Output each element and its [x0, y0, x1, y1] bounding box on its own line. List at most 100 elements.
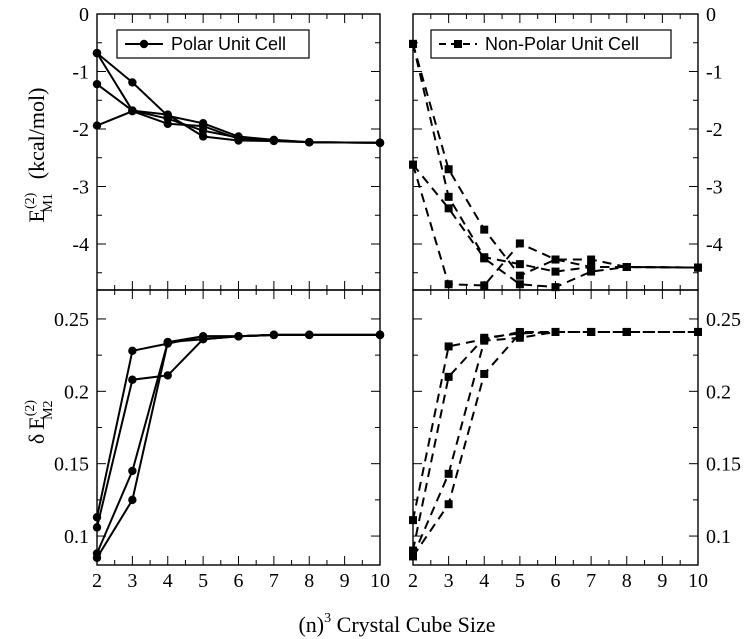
bottom-left-xtick-label: 5: [198, 570, 208, 592]
bottom-right-xtick-label: 9: [657, 570, 667, 592]
bottom-right-ytick-label: 0.25: [706, 309, 741, 331]
bottom-left-panel: 0.1 0.15 0.2 0.25 2 3 4 5 6 7 8 9 10: [54, 289, 390, 592]
top-right-series-d-line: [412, 164, 699, 287]
bottom-right-ytick-label: 0.1: [706, 526, 731, 548]
bottom-right-series-b-point: [409, 546, 417, 555]
bottom-right-xtick-label: 7: [586, 570, 596, 592]
bottom-left-xtick-label: 6: [234, 570, 244, 592]
top-right-series-c-point: [515, 280, 524, 289]
bottom-right-series-d-point: [587, 327, 596, 336]
bottom-left-series-a-point: [128, 346, 137, 355]
bottom-left-series-b-point: [92, 523, 102, 532]
top-left-series-c-point: [163, 119, 172, 129]
bottom-left-ytick-label: 0.25: [54, 309, 89, 331]
bottom-left-ytick-label: 0.2: [64, 381, 89, 403]
top-left-ylabel-units: (kcal/mol): [24, 88, 49, 180]
top-right-series-a-point: [515, 271, 524, 280]
top-right-series-a-point: [444, 165, 453, 174]
x-axis-title: (n)3 Crystal Cube Size: [298, 611, 495, 637]
top-left-series-d-point: [92, 48, 102, 58]
bottom-right-series-b-point: [444, 372, 453, 381]
top-right-legend: Non-Polar Unit Cell: [430, 29, 672, 59]
top-left-series-d-point: [375, 138, 385, 147]
top-right-legend-box: [430, 29, 672, 59]
bottom-right-series-a-point: [444, 342, 453, 351]
top-left-ytick-label: -1: [72, 62, 89, 84]
top-left-series-d-point: [128, 106, 137, 115]
top-right-series-d-point: [551, 255, 560, 264]
bottom-left-ylabel-main: E: [24, 416, 49, 429]
bottom-left-series-d-line: [96, 333, 380, 559]
top-left-series-d-line: [96, 52, 381, 144]
bottom-right-series-d-point: [551, 327, 560, 336]
top-right-ytick-label: -1: [706, 62, 723, 84]
bottom-right-xtick-label: 5: [515, 570, 525, 592]
top-right-series-d-point: [444, 280, 453, 289]
bottom-right-panel: 0.1 0.15 0.2 0.25 2 3 4 5 6 7 8 9 10: [408, 289, 741, 592]
bottom-right-series-d-point: [444, 500, 453, 509]
top-left-series-d-point: [269, 136, 279, 146]
bottom-right-xtick-label: 10: [688, 570, 708, 592]
bottom-left-ylabel-prefix: δ: [24, 434, 49, 444]
top-right-series-c-line: [412, 164, 699, 289]
bottom-left-xtick-label: 4: [163, 570, 173, 592]
x-axis-title-sup: 3: [324, 611, 331, 626]
bottom-right-series-c-point: [515, 333, 524, 342]
bottom-left-xtick-label: 9: [340, 570, 350, 592]
top-left-panel: 0 -1 -2 -3 -4 Polar Unit Cell: [72, 4, 385, 291]
top-right-series-d-point: [694, 263, 702, 272]
bottom-right-series-d-point: [694, 327, 702, 336]
bottom-left-series-d-point: [92, 553, 102, 562]
bottom-right-ytick-label: 0.15: [706, 454, 741, 476]
bottom-left-series-d-point: [198, 332, 208, 341]
top-right-series-a-point: [480, 225, 489, 234]
panels: 0 -1 -2 -3 -4 Polar Unit Cell 0 -1 -2 -3 -4 Non-Pol…: [54, 4, 741, 592]
x-axis-title-prefix: (n): [298, 612, 324, 637]
bottom-right-series-d-line: [412, 331, 698, 557]
bottom-right-series-d-point: [409, 552, 417, 561]
top-right-series-d-point: [622, 263, 631, 271]
top-left-ylabel: E(2) M1 (kcal/mol): [23, 88, 56, 223]
bottom-left-series-d-point: [128, 495, 137, 505]
top-left-ylabel-main: E: [24, 209, 49, 222]
top-left-series-c-point: [198, 121, 208, 131]
top-right-series-d-point: [409, 160, 417, 169]
top-right-series-b-point: [515, 260, 524, 269]
bottom-right-xtick-label: 6: [551, 570, 561, 592]
top-left-series-c-point: [92, 121, 102, 130]
top-right-ytick-label: -2: [706, 119, 723, 141]
top-left-series-b-point: [92, 79, 102, 89]
bottom-right-xtick-label: 2: [408, 570, 418, 592]
top-right-series-c-point: [587, 267, 596, 276]
top-left-ytick-label: -3: [72, 177, 89, 199]
bottom-left-ytick-label: 0.1: [64, 526, 89, 548]
bottom-left-series-b-point: [128, 375, 137, 384]
top-left-legend-marker: [139, 39, 149, 49]
bottom-left-ylabel: δE(2) M2: [23, 400, 56, 444]
bottom-right-xtick-label: 8: [622, 570, 632, 592]
top-right-series-c-point: [551, 283, 560, 292]
bottom-left-xtick-label: 7: [269, 570, 279, 592]
top-left-ytick-label: 0: [79, 4, 89, 26]
bottom-left-series-d-point: [269, 330, 279, 340]
top-right-series-b-point: [444, 192, 453, 201]
top-right-series-b-point: [551, 267, 560, 276]
bottom-left-series-d-point: [234, 332, 243, 341]
bottom-left-series-b-point: [163, 371, 172, 380]
top-left-series-d-point: [234, 136, 243, 145]
bottom-left-series-d-point: [375, 330, 385, 340]
bottom-left-series-d-point: [305, 330, 314, 340]
bottom-left-ytick-label: 0.15: [54, 454, 89, 476]
bottom-right-xtick-label: 4: [479, 570, 489, 592]
top-left-legend-label: Polar Unit Cell: [171, 34, 286, 54]
top-left-ytick-label: -2: [72, 119, 89, 141]
top-right-ytick-label: 0: [706, 4, 716, 26]
top-right-legend-label: Non-Polar Unit Cell: [485, 34, 639, 54]
top-left-series-a-point: [128, 78, 137, 87]
bottom-left-series-d-point: [163, 337, 172, 347]
top-right-series-c-point: [444, 204, 453, 213]
top-left-ylabel-sup: (2): [23, 192, 38, 209]
bottom-right-series-c-point: [444, 469, 453, 478]
bottom-left-xtick-label: 8: [304, 570, 314, 592]
bottom-right-ytick-label: 0.2: [706, 381, 731, 403]
